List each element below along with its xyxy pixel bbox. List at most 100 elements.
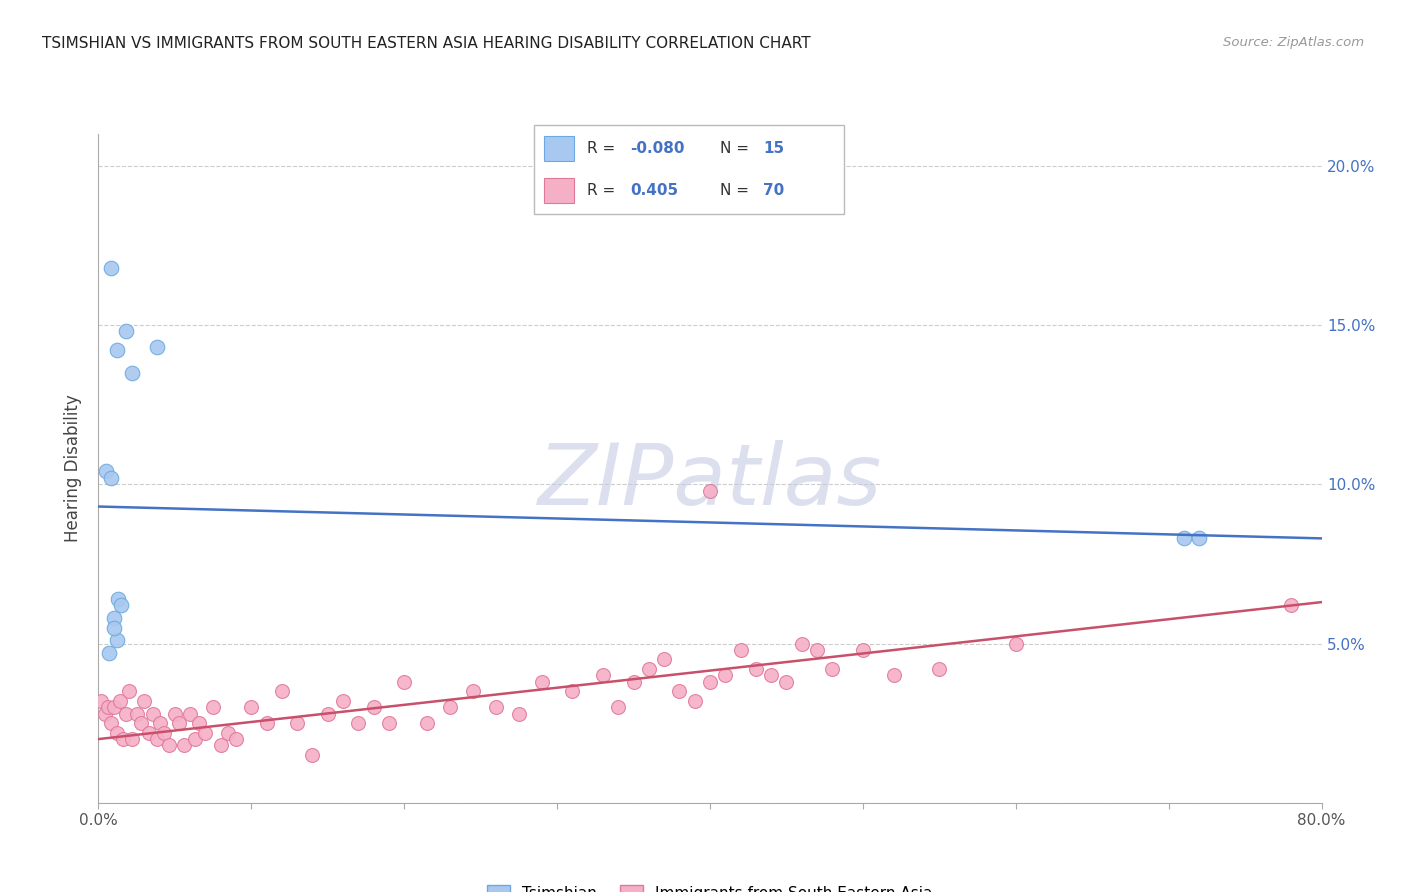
Point [378,716,401,731]
Point [149,716,172,731]
Point [668,684,690,698]
Point [103,611,125,625]
Legend: Tsimshian, Immigrants from South Eastern Asia: Tsimshian, Immigrants from South Eastern… [479,878,941,892]
Point [461,684,484,698]
Point [118,684,141,698]
Bar [544,136,575,161]
Point [508,706,530,721]
Point [270,684,292,698]
Point [332,694,354,708]
Point [1188,532,1211,546]
Point [111,732,134,747]
Y-axis label: Hearing Disability: Hearing Disability [65,394,83,542]
Point [316,706,339,721]
Point [530,674,553,689]
Point [108,694,131,708]
Point [93,706,115,721]
Point [592,668,614,682]
Point [142,706,165,721]
Point [699,483,721,498]
Point [110,599,132,613]
Point [416,716,439,731]
Point [188,716,211,731]
Text: 70: 70 [763,184,785,198]
Point [115,706,138,721]
Point [745,662,768,676]
Point [363,700,385,714]
Point [107,591,129,606]
Point [100,260,122,275]
Text: N =: N = [720,184,754,198]
Point [821,662,844,676]
Point [852,643,875,657]
Point [225,732,247,747]
Text: Source: ZipAtlas.com: Source: ZipAtlas.com [1223,36,1364,49]
Text: TSIMSHIAN VS IMMIGRANTS FROM SOUTH EASTERN ASIA HEARING DISABILITY CORRELATION C: TSIMSHIAN VS IMMIGRANTS FROM SOUTH EASTE… [42,36,811,51]
Point [157,739,180,753]
Text: 0.405: 0.405 [630,184,678,198]
Point [285,716,308,731]
Point [121,366,143,380]
Point [347,716,370,731]
Point [145,732,167,747]
Point [105,725,128,739]
Point [699,674,721,689]
Point [202,700,225,714]
Point [194,725,217,739]
Point [806,643,828,657]
Point [97,700,120,714]
Point [153,725,176,739]
Point [637,662,661,676]
Text: N =: N = [720,141,754,155]
Point [1279,599,1302,613]
Point [100,471,122,485]
Point [301,747,323,762]
Point [730,643,752,657]
Point [607,700,630,714]
Point [184,732,207,747]
Point [105,343,128,358]
Point [163,706,186,721]
Point [392,674,416,689]
Text: 15: 15 [763,141,785,155]
Point [115,324,138,338]
FancyBboxPatch shape [534,125,844,214]
Point [129,716,152,731]
Point [145,340,167,354]
Point [623,674,645,689]
Point [759,668,782,682]
Text: ZIPatlas: ZIPatlas [538,440,882,524]
Point [105,633,128,648]
Point [883,668,905,682]
Point [928,662,950,676]
Point [173,739,195,753]
Bar [544,178,575,203]
Point [138,725,160,739]
Text: R =: R = [586,141,620,155]
Point [103,700,125,714]
Point [1173,532,1195,546]
Point [652,652,675,666]
Point [90,694,112,708]
Point [94,465,117,479]
Point [134,694,156,708]
Point [1004,636,1026,650]
Point [240,700,263,714]
Text: -0.080: -0.080 [630,141,685,155]
Point [169,716,191,731]
Point [121,732,143,747]
Point [100,716,122,731]
Point [775,674,797,689]
Point [790,636,813,650]
Point [209,739,232,753]
Point [714,668,737,682]
Point [217,725,239,739]
Point [103,621,125,635]
Point [561,684,583,698]
Point [179,706,201,721]
Point [485,700,508,714]
Point [683,694,706,708]
Point [439,700,461,714]
Text: R =: R = [586,184,620,198]
Point [98,646,121,660]
